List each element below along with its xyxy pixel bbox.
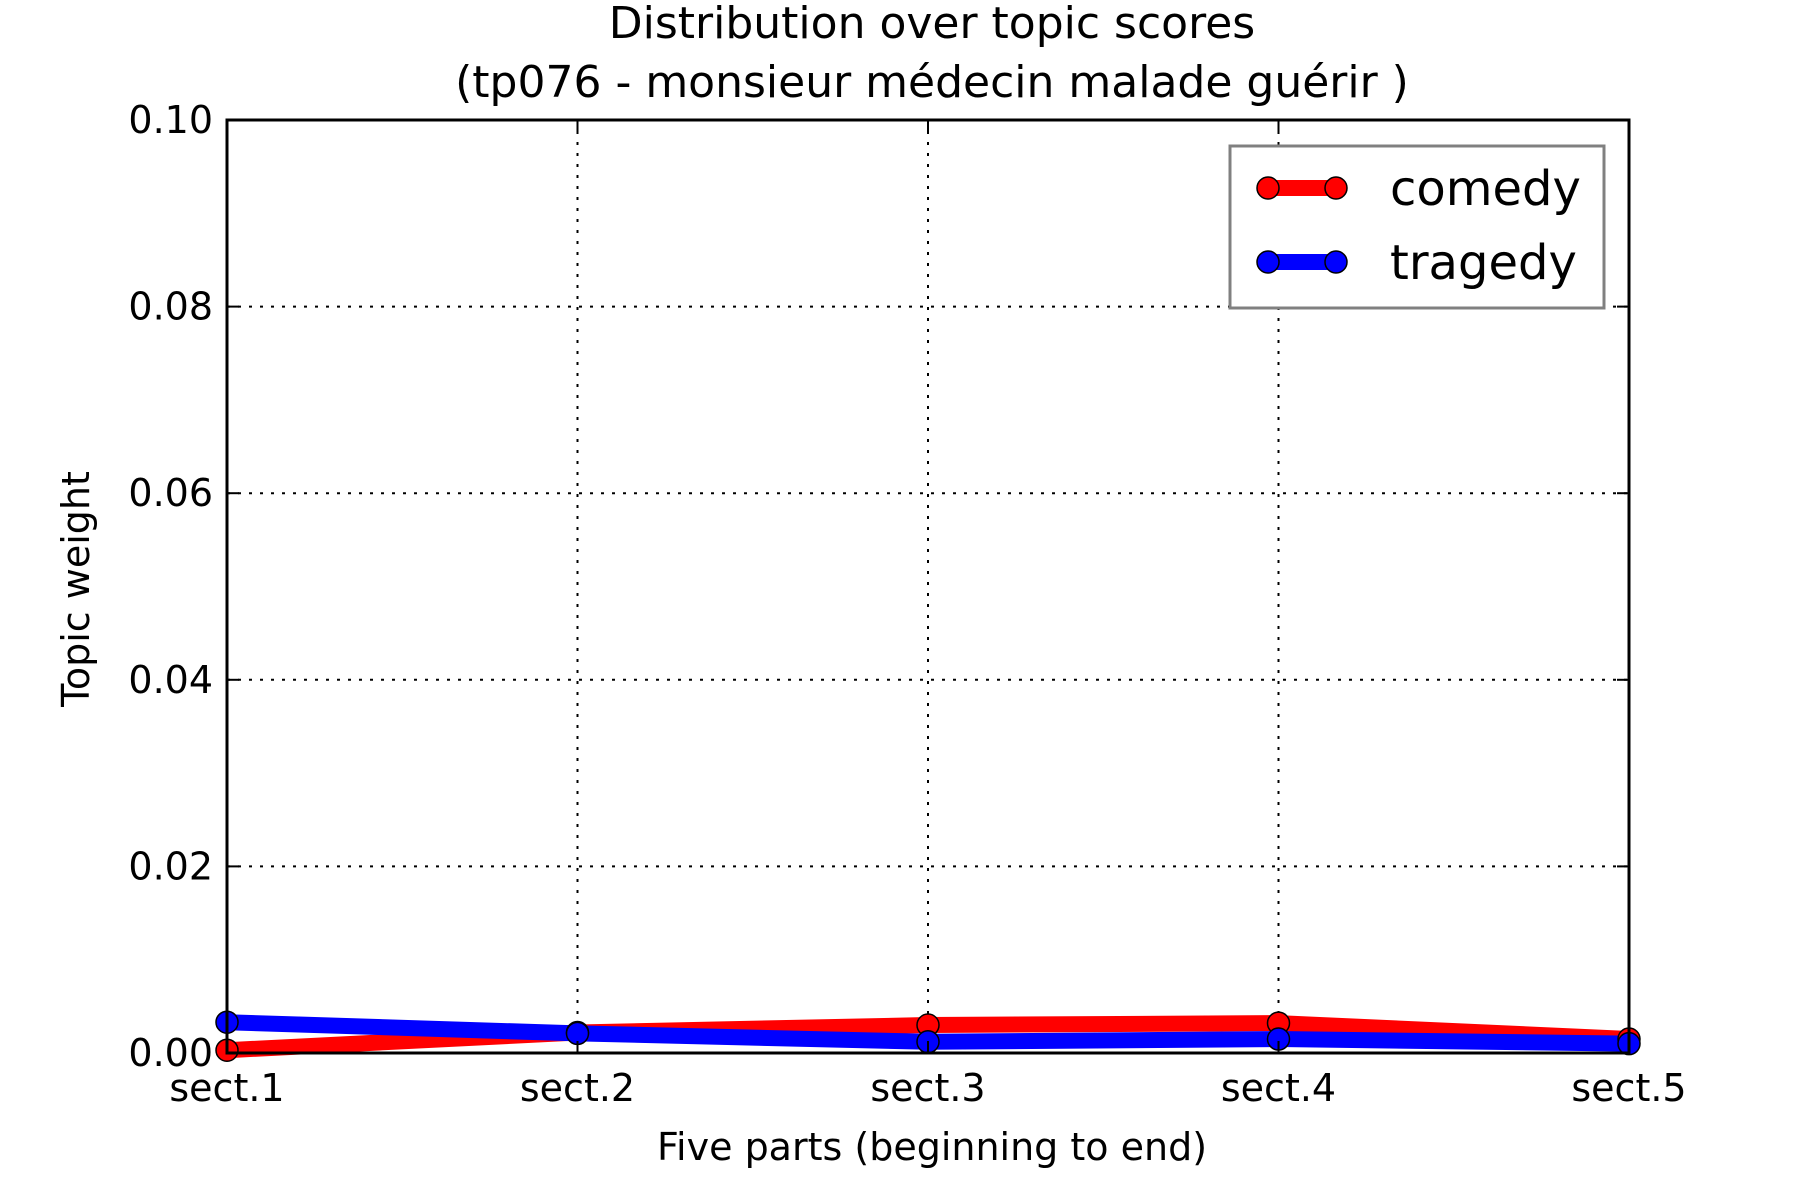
- legend-marker-tragedy: [1324, 250, 1348, 274]
- y-tick-label: 0.00: [128, 1031, 213, 1075]
- y-axis-label: Topic weight: [54, 471, 98, 708]
- legend-frame: [1228, 144, 1606, 310]
- x-axis-label: Five parts (beginning to end): [657, 1125, 1207, 1169]
- y-tick-label: 0.10: [128, 98, 213, 142]
- y-tick-label: 0.04: [128, 658, 213, 702]
- legend-marker-comedy: [1324, 176, 1348, 200]
- chart-title: Distribution over topic scores: [609, 0, 1255, 49]
- legend-label-comedy: comedy: [1390, 161, 1581, 217]
- legend: comedy tragedy: [1228, 144, 1606, 310]
- y-tick-label: 0.08: [128, 285, 213, 329]
- x-tick-label: sect.1: [169, 1066, 284, 1110]
- y-tick-label: 0.06: [128, 471, 213, 515]
- x-tick-label: sect.4: [1221, 1066, 1336, 1110]
- x-tick-label: sect.5: [1571, 1066, 1686, 1110]
- legend-marker-tragedy: [1256, 250, 1280, 274]
- y-tick-label: 0.02: [128, 844, 213, 888]
- x-tick-label: sect.2: [520, 1066, 635, 1110]
- legend-marker-comedy: [1256, 176, 1280, 200]
- chart-subtitle: (tp076 - monsieur médecin malade guérir …: [455, 57, 1409, 108]
- x-tick-label: sect.3: [870, 1066, 985, 1110]
- axis-layer: 0.00 0.02 0.04 0.06 0.08 0.10 sect.1 sect.2 sect…: [128, 98, 1686, 1110]
- plot-frame: [225, 118, 1631, 1055]
- legend-label-tragedy: tragedy: [1390, 235, 1577, 291]
